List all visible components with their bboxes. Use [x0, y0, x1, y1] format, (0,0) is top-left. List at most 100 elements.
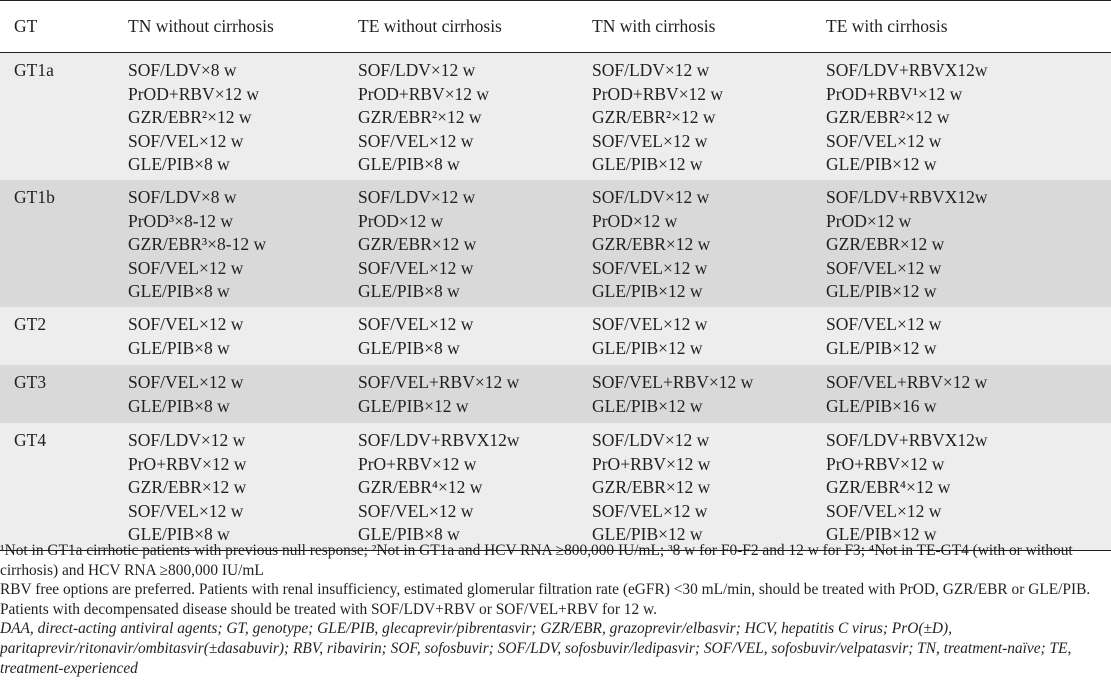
regimen-line: GLE/PIB×8 w	[358, 337, 460, 358]
regimen-line: PrO+RBV×12 w	[358, 453, 477, 474]
cell-tn-without-cirrhosis: SOF/LDV×8 w PrOD³×8-12 w GZR/EBR³×8-12 w SO…	[114, 180, 344, 307]
header-te-without-cirrhosis: TE without cirrhosis	[344, 0, 578, 53]
table-row: GT3 SOF/VEL×12 w GLE/PIB×8 w SOF/VEL+RBV×12…	[0, 365, 1111, 423]
cell-tn-with-cirrhosis: SOF/LDV×12 w PrOD×12 w GZR/EBR×12 w SOF/VEL…	[578, 180, 812, 307]
footnote-superscript-notes: ¹Not in GT1a cirrhotic patients with pre…	[0, 542, 1073, 579]
regimen-line: GLE/PIB×12 w	[592, 395, 703, 416]
regimen-line: GZR/EBR²×12 w	[358, 107, 482, 127]
regimen-line: GLE/PIB×8 w	[358, 154, 460, 174]
regimen-line: GZR/EBR×12 w	[128, 477, 247, 497]
regimen-line: SOF/LDV×8 w	[128, 60, 237, 80]
regimen-line: PrOD+RBV×12 w	[128, 83, 260, 104]
regimen-line: SOF/LDV+RBVX12w	[826, 430, 988, 450]
regimen-line: SOF/VEL×12 w	[128, 372, 244, 392]
header-gt: GT	[0, 0, 114, 53]
regimen-line: PrOD×12 w	[592, 210, 678, 231]
regimen-line: GLE/PIB×12 w	[826, 281, 937, 301]
regimen-line: SOF/VEL×12 w	[592, 500, 708, 521]
cell-te-with-cirrhosis: SOF/LDV+RBVX12w PrOD+RBV¹×12 w GZR/EBR²×12…	[812, 52, 1111, 180]
regimen-line: SOF/VEL×12 w	[826, 500, 942, 521]
table-row: GT1a SOF/LDV×8 w PrOD+RBV×12 w GZR/EBR²×12 …	[0, 52, 1111, 180]
cell-te-without-cirrhosis: SOF/LDV+RBVX12w PrO+RBV×12 w GZR/EBR⁴×12 w…	[344, 423, 578, 551]
regimen-line: PrOD+RBV¹×12 w	[826, 83, 963, 104]
cell-genotype: GT1a	[0, 52, 114, 180]
cell-genotype: GT1b	[0, 180, 114, 307]
regimen-line: GZR/EBR×12 w	[358, 234, 477, 254]
regimen-line: GZR/EBR×12 w	[592, 477, 711, 497]
regimen-line: PrOD³×8-12 w	[128, 210, 234, 231]
regimen-line: GZR/EBR²×12 w	[826, 107, 950, 127]
cell-genotype: GT4	[0, 423, 114, 551]
cell-te-with-cirrhosis: SOF/VEL×12 w GLE/PIB×12 w	[812, 307, 1111, 365]
cell-te-without-cirrhosis: SOF/LDV×12 w PrOD×12 w GZR/EBR×12 w SOF/VEL…	[344, 180, 578, 307]
regimen-line: SOF/VEL×12 w	[358, 257, 474, 278]
regimen-line: SOF/LDV×12 w	[592, 187, 710, 207]
regimen-line: SOF/LDV+RBVX12w	[358, 430, 520, 450]
cell-tn-with-cirrhosis: SOF/LDV×12 w PrOD+RBV×12 w GZR/EBR²×12 w SO…	[578, 52, 812, 180]
regimen-line: GLE/PIB×8 w	[128, 524, 230, 544]
cell-genotype: GT2	[0, 307, 114, 365]
regimen-line: GLE/PIB×12 w	[826, 524, 937, 544]
regimen-line: GLE/PIB×8 w	[358, 281, 460, 301]
treatment-table: GT TN without cirrhosis TE without cirrh…	[0, 0, 1111, 551]
regimen-line: SOF/LDV+RBVX12w	[826, 60, 988, 80]
cell-tn-with-cirrhosis: SOF/VEL+RBV×12 w GLE/PIB×12 w	[578, 365, 812, 423]
regimen-line: PrO+RBV×12 w	[128, 453, 247, 474]
regimen-line: PrOD×12 w	[358, 210, 444, 231]
regimen-line: SOF/VEL×12 w	[592, 130, 708, 151]
cell-te-without-cirrhosis: SOF/VEL+RBV×12 w GLE/PIB×12 w	[344, 365, 578, 423]
regimen-line: SOF/LDV×12 w	[592, 430, 710, 450]
footnote-rbv-free: RBV free options are preferred. Patients…	[0, 581, 1091, 618]
header-te-with-cirrhosis: TE with cirrhosis	[812, 0, 1111, 53]
regimen-line: SOF/VEL×12 w	[592, 314, 708, 334]
genotype-label: GT2	[14, 314, 47, 334]
regimen-line: GLE/PIB×16 w	[826, 395, 937, 416]
cell-tn-without-cirrhosis: SOF/VEL×12 w GLE/PIB×8 w	[114, 307, 344, 365]
regimen-line: GZR/EBR⁴×12 w	[826, 477, 951, 497]
genotype-label: GT4	[14, 430, 47, 450]
regimen-line: SOF/VEL×12 w	[592, 257, 708, 278]
header-tn-with-cirrhosis: TN with cirrhosis	[578, 0, 812, 53]
regimen-line: SOF/LDV×12 w	[358, 187, 476, 207]
regimen-line: PrO+RBV×12 w	[592, 453, 711, 474]
regimen-line: GZR/EBR²×12 w	[592, 107, 716, 127]
regimen-line: GLE/PIB×12 w	[592, 337, 703, 358]
genotype-label: GT3	[14, 372, 47, 392]
table-row: GT1b SOF/LDV×8 w PrOD³×8-12 w GZR/EBR³×8-12…	[0, 180, 1111, 307]
header-tn-without-cirrhosis: TN without cirrhosis	[114, 0, 344, 53]
cell-tn-without-cirrhosis: SOF/LDV×8 w PrOD+RBV×12 w GZR/EBR²×12 w SOF…	[114, 52, 344, 180]
table-body: GT1a SOF/LDV×8 w PrOD+RBV×12 w GZR/EBR²×12 …	[0, 52, 1111, 551]
regimen-line: GZR/EBR×12 w	[592, 234, 711, 254]
cell-tn-without-cirrhosis: SOF/VEL×12 w GLE/PIB×8 w	[114, 365, 344, 423]
regimen-line: GLE/PIB×12 w	[592, 154, 703, 174]
table-header: GT TN without cirrhosis TE without cirrh…	[0, 0, 1111, 53]
cell-genotype: GT3	[0, 365, 114, 423]
regimen-line: GLE/PIB×12 w	[592, 281, 703, 301]
genotype-label: GT1a	[14, 60, 54, 80]
regimen-line: GLE/PIB×8 w	[128, 281, 230, 301]
regimen-line: SOF/VEL×12 w	[358, 314, 474, 334]
cell-te-with-cirrhosis: SOF/LDV+RBVX12w PrOD×12 w GZR/EBR×12 w SOF/…	[812, 180, 1111, 307]
regimen-line: SOF/VEL×12 w	[358, 130, 474, 151]
regimen-line: PrO+RBV×12 w	[826, 453, 945, 474]
regimen-line: SOF/VEL×12 w	[128, 257, 244, 278]
regimen-line: GLE/PIB×8 w	[128, 395, 230, 416]
regimen-line: GZR/EBR³×8-12 w	[128, 234, 267, 254]
table-footnotes: ¹Not in GT1a cirrhotic patients with pre…	[0, 541, 1108, 678]
regimen-line: GZR/EBR⁴×12 w	[358, 477, 483, 497]
regimen-line: SOF/VEL×12 w	[128, 314, 244, 334]
regimen-line: SOF/LDV×12 w	[128, 430, 246, 450]
header-row: GT TN without cirrhosis TE without cirrh…	[0, 0, 1111, 53]
cell-tn-without-cirrhosis: SOF/LDV×12 w PrO+RBV×12 w GZR/EBR×12 w SOF/…	[114, 423, 344, 551]
regimen-line: SOF/VEL+RBV×12 w	[592, 372, 754, 392]
cell-te-without-cirrhosis: SOF/VEL×12 w GLE/PIB×8 w	[344, 307, 578, 365]
regimen-line: SOF/VEL×12 w	[358, 500, 474, 521]
regimen-line: GLE/PIB×12 w	[826, 337, 937, 358]
genotype-label: GT1b	[14, 187, 55, 207]
regimen-line: GLE/PIB×8 w	[358, 524, 460, 544]
regimen-line: SOF/VEL×12 w	[128, 500, 244, 521]
cell-te-with-cirrhosis: SOF/VEL+RBV×12 w GLE/PIB×16 w	[812, 365, 1111, 423]
cell-te-without-cirrhosis: SOF/LDV×12 w PrOD+RBV×12 w GZR/EBR²×12 w SO…	[344, 52, 578, 180]
